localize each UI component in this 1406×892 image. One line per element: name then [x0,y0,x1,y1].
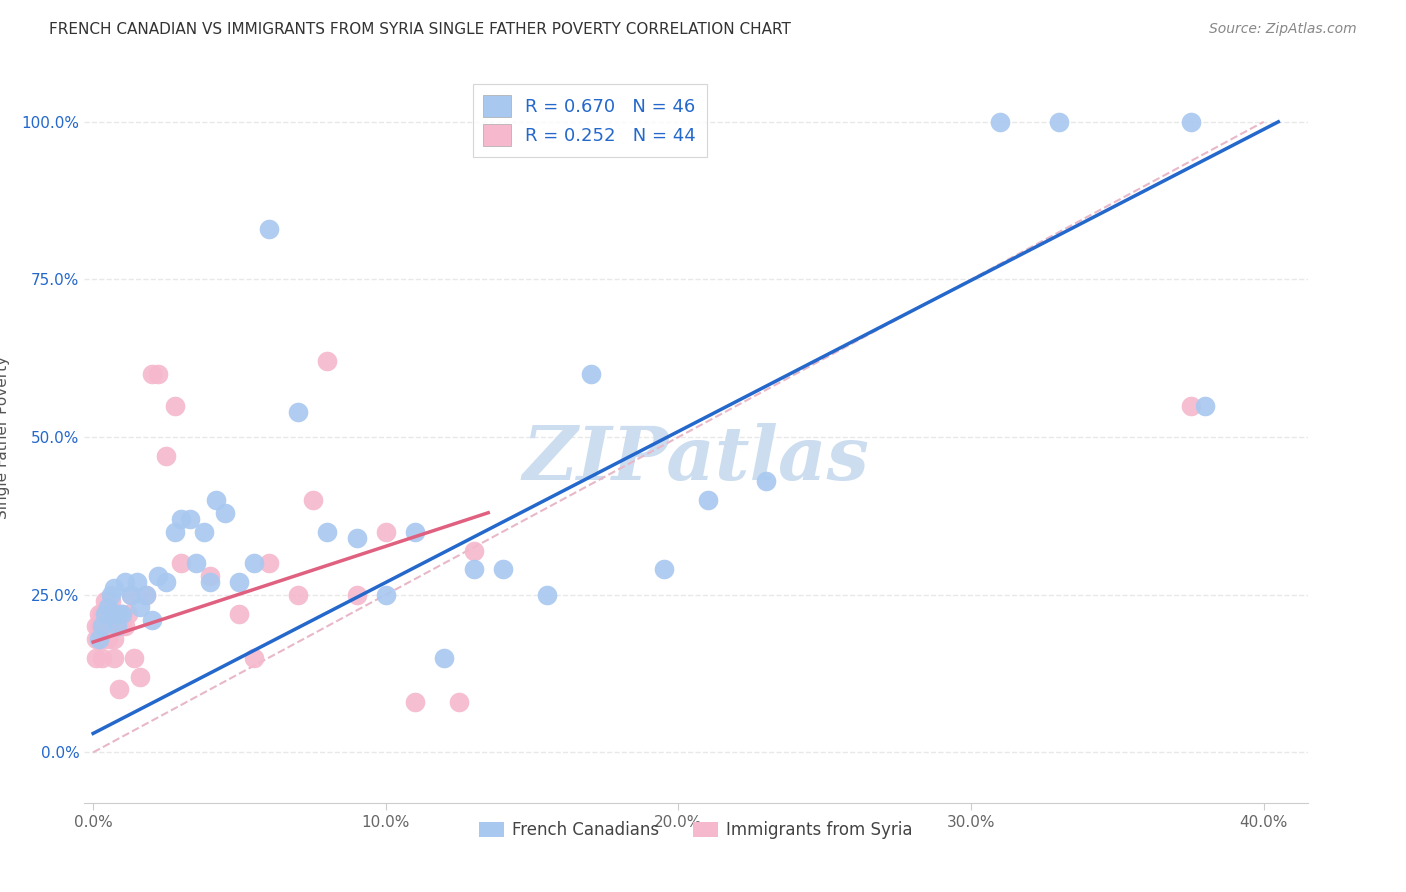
Point [90,607,112,621]
Point [198,575,221,590]
Point [94,594,117,608]
Point [125,575,148,590]
Point [87,632,110,646]
Point [129,600,152,615]
Point [463,562,485,576]
Point [170,512,193,526]
Point [97,600,120,615]
Point [179,512,201,526]
Point [433,650,456,665]
Point [287,588,309,602]
Point [84,632,107,646]
Point [100,588,122,602]
Point [404,524,426,539]
Point [184,556,207,570]
Point [108,607,131,621]
Point [165,399,187,413]
Point [122,650,145,665]
Point [316,524,339,539]
Point [228,607,250,621]
Point [755,474,778,488]
Point [155,449,177,463]
Point [117,607,139,621]
Point [228,575,250,590]
Point [652,562,675,576]
Legend: French Canadians, Immigrants from Syria: French Canadians, Immigrants from Syria [472,814,920,846]
Point [120,588,142,602]
Point [90,650,112,665]
Point [103,607,125,621]
Point [84,650,107,665]
Point [84,619,107,633]
Point [696,493,718,508]
Point [94,619,117,633]
Point [1047,115,1070,129]
Point [447,695,470,709]
Text: FRENCH CANADIAN VS IMMIGRANTS FROM SYRIA SINGLE FATHER POVERTY CORRELATION CHART: FRENCH CANADIAN VS IMMIGRANTS FROM SYRIA… [49,22,792,37]
Point [170,556,193,570]
Point [316,354,339,368]
Point [103,650,125,665]
Point [129,670,152,684]
Point [103,582,125,596]
Point [198,569,221,583]
Point [193,524,215,539]
Point [111,607,134,621]
Point [114,575,136,590]
Point [120,588,142,602]
Point [94,607,117,621]
Point [165,524,187,539]
Point [404,695,426,709]
Point [988,115,1011,129]
Point [111,607,134,621]
Point [135,588,157,602]
Point [108,682,131,697]
Point [87,619,110,633]
Point [135,588,157,602]
Point [287,405,309,419]
Point [146,367,169,381]
Point [492,562,515,576]
Point [214,506,236,520]
Y-axis label: Single Father Poverty: Single Father Poverty [0,356,10,518]
Point [301,493,323,508]
Point [111,619,134,633]
Point [257,556,280,570]
Point [155,575,177,590]
Point [257,222,280,236]
Point [243,650,266,665]
Point [141,367,163,381]
Point [90,632,112,646]
Text: ZIPatlas: ZIPatlas [523,423,869,495]
Point [243,556,266,570]
Point [1180,399,1202,413]
Point [141,613,163,627]
Point [100,619,122,633]
Point [1180,115,1202,129]
Point [463,543,485,558]
Point [90,619,112,633]
Point [374,588,396,602]
Text: Source: ZipAtlas.com: Source: ZipAtlas.com [1209,22,1357,37]
Point [374,524,396,539]
Point [103,632,125,646]
Point [114,619,136,633]
Point [346,531,368,545]
Point [97,607,120,621]
Point [346,588,368,602]
Point [1194,399,1216,413]
Point [105,607,128,621]
Point [146,569,169,583]
Point [100,594,122,608]
Point [536,588,558,602]
Point [97,632,120,646]
Point [205,493,228,508]
Point [105,619,128,633]
Point [87,607,110,621]
Point [579,367,602,381]
